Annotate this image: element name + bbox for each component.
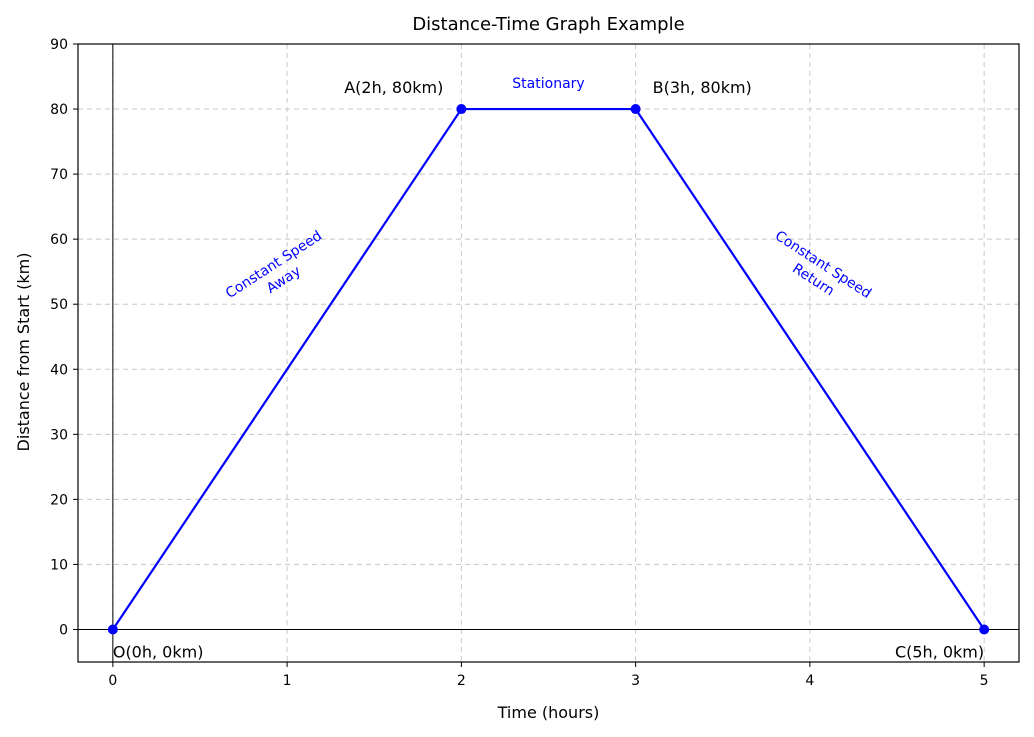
point-label: A(2h, 80km)	[344, 78, 443, 97]
chart-title: Distance-Time Graph Example	[412, 14, 684, 35]
y-tick-label: 90	[50, 37, 68, 53]
point-labels: O(0h, 0km) A(2h, 80km) B(3h, 80km) C(5h, 0k…	[113, 78, 984, 661]
plot-frame	[77, 43, 1020, 663]
series-layer	[107, 104, 990, 635]
data-point	[630, 104, 641, 115]
y-tick-label: 80	[50, 102, 68, 118]
point-label: B(3h, 80km)	[653, 78, 752, 97]
y-tick-label: 60	[50, 232, 68, 248]
x-tick-label: 5	[980, 673, 989, 689]
reference-lines	[78, 44, 1019, 662]
y-tick-label: 50	[50, 297, 68, 313]
series-line	[111, 107, 986, 631]
grid	[78, 43, 1019, 662]
x-tick-label: 3	[631, 673, 640, 689]
x-tick-label: 4	[805, 673, 814, 689]
y-axis-ticks: 0 10 20 30 40 50 60 70 80 90	[50, 37, 78, 638]
x-axis-ticks: 0 1 2 3 4 5	[108, 662, 989, 689]
x-tick-label: 2	[457, 673, 466, 689]
annotation-line: Stationary	[512, 76, 584, 92]
point-label: C(5h, 0km)	[895, 642, 984, 661]
plot-border	[77, 43, 1020, 663]
x-tick-label: 0	[108, 673, 117, 689]
data-point	[456, 104, 467, 115]
y-tick-label: 40	[50, 362, 68, 378]
data-point	[979, 624, 990, 635]
y-axis-label: Distance from Start (km)	[14, 253, 33, 452]
y-tick-label: 20	[50, 492, 68, 508]
point-label: O(0h, 0km)	[113, 642, 204, 661]
y-tick-label: 0	[59, 622, 68, 638]
x-tick-label: 1	[283, 673, 292, 689]
segment-annotation: Stationary	[512, 76, 584, 92]
data-point	[107, 624, 118, 635]
y-tick-label: 70	[50, 167, 68, 183]
y-tick-label: 30	[50, 427, 68, 443]
x-axis-label: Time (hours)	[497, 703, 600, 722]
y-tick-label: 10	[50, 557, 68, 573]
